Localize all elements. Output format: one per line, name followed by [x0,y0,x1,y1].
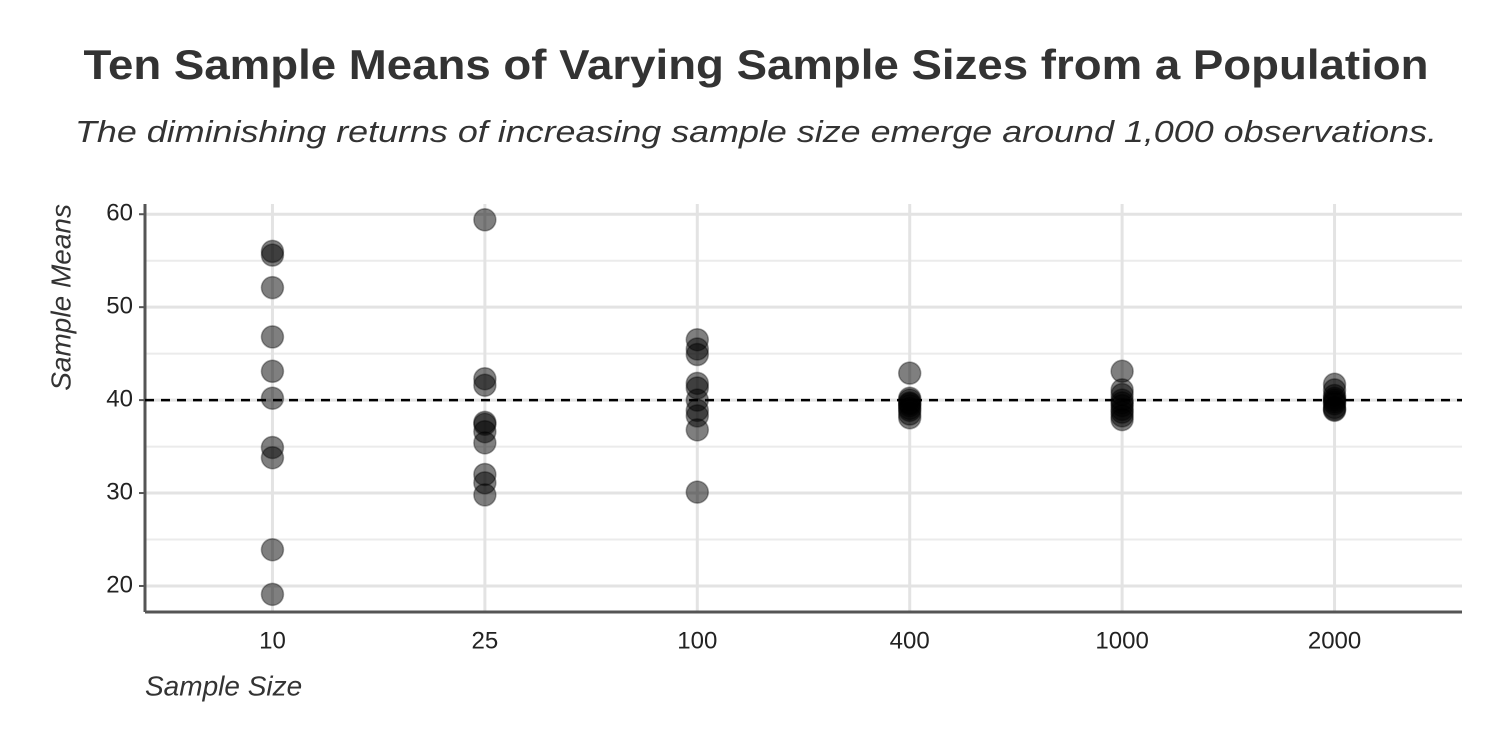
point [1322,398,1347,423]
point [260,445,285,470]
x-tick-label: 400 [890,627,930,654]
y-tick-label: 20 [106,571,133,598]
point [897,406,922,430]
point [897,361,922,385]
y-tick-label: 30 [106,478,133,505]
y-axis-title: Sample Means [45,204,76,391]
y-tick-label: 50 [106,293,133,320]
x-tick-label: 10 [259,627,286,654]
point [260,359,285,384]
point [260,325,285,349]
point [473,208,497,232]
x-tick-label: 2000 [1308,627,1361,654]
point [685,342,710,367]
x-tick-label: 100 [677,627,717,654]
y-tick-label: 40 [106,385,133,412]
point [685,418,710,442]
point [1110,407,1134,432]
point [260,582,285,607]
point [260,275,285,300]
point [260,537,285,562]
chart-title: Ten Sample Means of Varying Sample Sizes… [84,41,1429,88]
point [473,373,497,397]
x-axis-title: Sample Size [145,670,302,701]
point [260,243,285,267]
point [473,483,497,507]
point [260,386,285,410]
point [685,480,710,504]
y-tick-label: 60 [106,200,133,227]
x-tick-label: 25 [472,627,499,654]
x-tick-label: 1000 [1095,627,1148,654]
chart-subtitle: The diminishing returns of increasing sa… [75,114,1437,149]
point [473,431,497,455]
